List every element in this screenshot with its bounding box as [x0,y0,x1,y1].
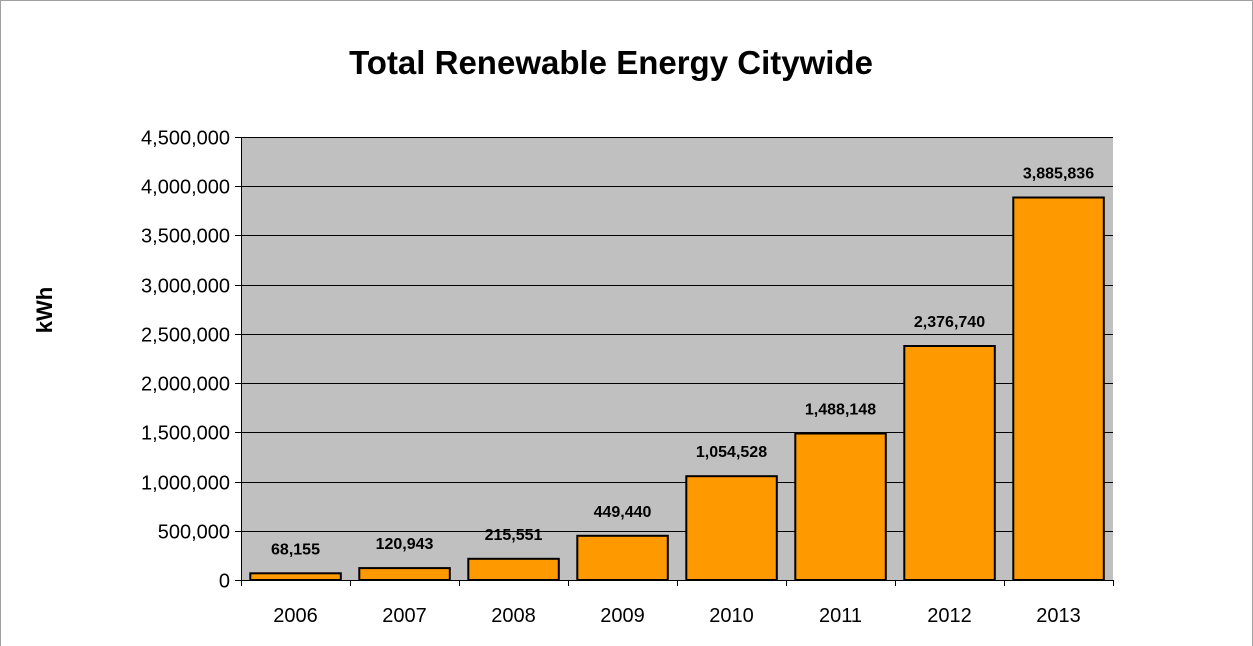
x-tick-label: 2007 [382,605,427,627]
chart-title: Total Renewable Energy Citywide [349,44,873,81]
bar-2007 [358,567,451,581]
data-label-2013: 3,885,836 [1023,166,1094,183]
y-tick-label: 4,500,000 [141,128,230,150]
bar-2011 [794,432,887,581]
bars [249,196,1105,582]
y-tick-label: 2,500,000 [141,325,230,347]
bar-2012 [903,345,996,581]
y-tick-labels: 0 500,000 1,000,000 1,500,000 2,000,000 2,500… [141,128,230,593]
y-tick-label: 3,000,000 [141,276,230,298]
data-label-2006: 68,155 [271,541,320,558]
y-tick-label: 3,500,000 [141,226,230,248]
data-label-2010: 1,054,528 [696,444,767,461]
data-label-2012: 2,376,740 [914,314,985,331]
x-tick-label: 2012 [927,605,972,627]
x-tick-label: 2010 [709,605,754,627]
x-tick-label: 2011 [819,605,862,627]
x-tick-labels: 2006 2007 2008 2009 2010 2011 2012 2013 [273,605,1081,627]
x-tick-label: 2013 [1036,605,1081,627]
axes [235,137,1114,586]
bar-2013 [1012,196,1105,581]
bar-2009 [576,534,669,581]
data-label-2011: 1,488,148 [805,402,876,419]
y-tick-label: 1,500,000 [141,423,230,445]
y-tick-label: 1,000,000 [141,473,230,495]
bar-2010 [685,475,778,582]
data-label-2009: 449,440 [594,504,652,521]
data-label-2008: 215,551 [485,527,543,544]
x-tick-label: 2008 [491,605,536,627]
y-axis-label: kWh [32,287,57,333]
y-tick-label: 500,000 [158,522,230,544]
y-tick-label: 4,000,000 [141,177,230,199]
y-tick-label: 2,000,000 [141,374,230,396]
bar-2006 [249,572,342,581]
bar-2008 [467,557,560,581]
x-tick-label: 2006 [273,605,318,627]
y-tick-label: 0 [219,571,230,593]
data-labels: 68,155 120,943 215,551 449,440 1,054,528 1,48… [271,166,1094,559]
data-label-2007: 120,943 [376,536,434,553]
x-tick-label: 2009 [600,605,645,627]
